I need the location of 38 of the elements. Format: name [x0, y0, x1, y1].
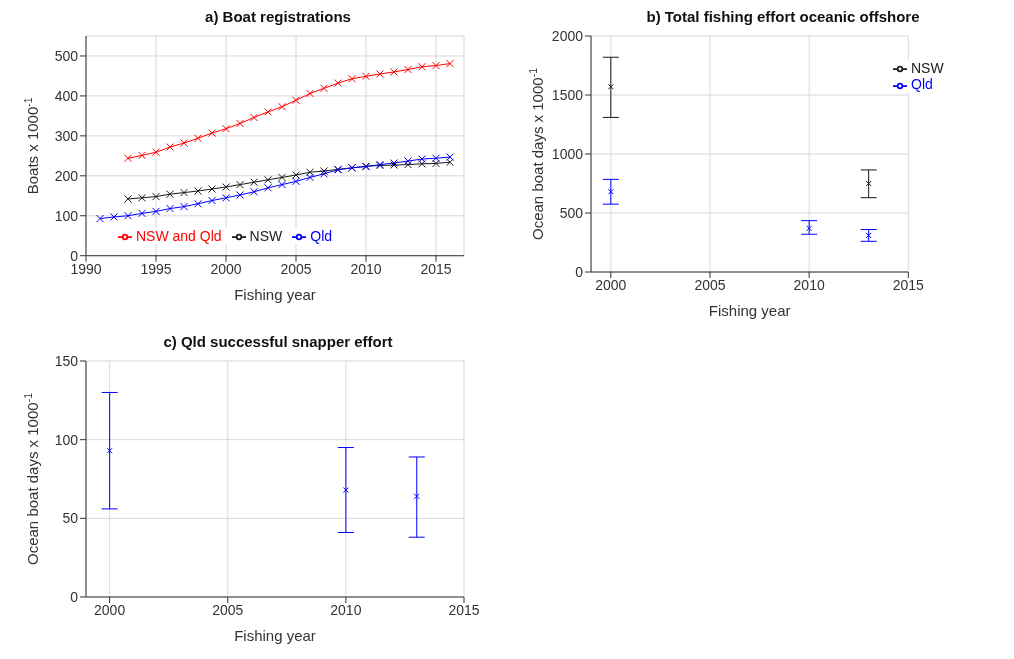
x-tick-label: 2015 [448, 601, 480, 618]
y-tick-label: 1500 [551, 86, 584, 103]
x-tick-label: 2005 [280, 260, 312, 277]
legend-label: NSW [911, 60, 944, 76]
x-tick-label: 2010 [793, 276, 825, 293]
x-tick-label: 2015 [420, 260, 452, 277]
x-tick-label: 2005 [212, 601, 244, 618]
y-tick-label: 1000 [551, 145, 584, 162]
chart-title: c) Qld successful snapper effort [162, 333, 394, 352]
y-tick-label: 100 [54, 431, 79, 448]
y-tick-label: 2000 [551, 27, 584, 44]
x-tick-label: 2010 [330, 601, 362, 618]
y-tick-label: 400 [54, 87, 79, 104]
x-axis-title: Fishing year [708, 302, 791, 319]
y-tick-label: 300 [54, 127, 79, 144]
x-tick-label: 2000 [595, 276, 627, 293]
x-axis-title: Fishing year [234, 285, 316, 303]
y-tick-label: 0 [70, 588, 79, 605]
x-tick-label: 2005 [694, 276, 726, 293]
x-tick-label: 2000 [94, 601, 126, 618]
chart-title: a) Boat registrations [204, 8, 352, 27]
legend-label: NSW [249, 228, 283, 244]
y-tick-label: 200 [54, 167, 79, 184]
y-tick-label: 0 [575, 263, 584, 280]
x-tick-label: 2000 [210, 260, 242, 277]
y-tick-label: 100 [54, 207, 79, 224]
x-tick-label: 2015 [892, 276, 925, 293]
legend-label: Qld [310, 228, 333, 244]
y-tick-label: 500 [559, 204, 584, 221]
legend-label: NSW and Qld [136, 228, 222, 244]
x-tick-label: 1995 [140, 260, 172, 277]
legend-label: Qld [911, 76, 933, 93]
y-tick-label: 50 [62, 510, 79, 527]
chart-title: b) Total fishing effort oceanic offshore [645, 8, 921, 27]
y-tick-label: 500 [54, 47, 79, 64]
x-tick-label: 2010 [350, 260, 382, 277]
y-tick-label: 150 [54, 352, 79, 369]
x-axis-title: Fishing year [234, 627, 316, 644]
